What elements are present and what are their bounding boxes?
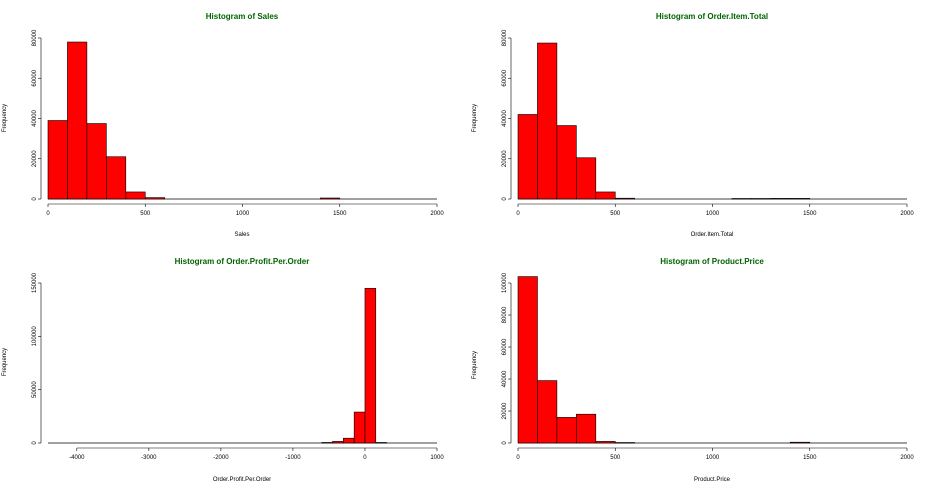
- y-tick-label: 100000: [32, 326, 38, 347]
- histogram-bar: [556, 125, 577, 200]
- x-tick-label: -1000: [285, 455, 301, 461]
- histogram-bar: [556, 417, 577, 444]
- histogram-bar: [576, 157, 597, 200]
- y-axis-label: Frequency: [472, 104, 478, 132]
- histogram-bar: [319, 197, 341, 200]
- histogram-bar: [47, 120, 68, 200]
- y-axis-label: Frequency: [472, 351, 478, 379]
- histogram-bar: [731, 198, 752, 200]
- x-axis-label: Sales: [234, 232, 249, 238]
- chart-title: Histogram of Sales: [206, 12, 279, 21]
- chart-title: Histogram of Order.Profit.Per.Order: [175, 257, 310, 266]
- y-tick-label: 100000: [502, 272, 508, 293]
- y-tick-label: 50000: [32, 381, 38, 398]
- x-tick-label: 0: [363, 455, 367, 461]
- chart-title: Histogram of Order.Item.Total: [656, 12, 768, 21]
- x-axis-label: Order.Profit.Per.Order: [213, 477, 271, 483]
- x-axis-label: Product.Price: [694, 477, 731, 483]
- x-tick-label: 0: [516, 211, 520, 217]
- x-tick-label: 1000: [430, 455, 444, 461]
- histogram-bar: [332, 441, 344, 444]
- x-tick-label: 1000: [706, 455, 720, 461]
- x-tick-label: 500: [610, 455, 621, 461]
- x-tick-label: 1500: [803, 455, 817, 461]
- x-axis-label: Order.Item.Total: [691, 232, 734, 238]
- x-tick-label: 1000: [706, 211, 720, 217]
- histogram-bar: [375, 442, 387, 444]
- x-tick-label: 500: [140, 211, 151, 217]
- x-tick-label: 1500: [333, 211, 347, 217]
- histogram-bar: [343, 437, 355, 444]
- y-tick-label: 60000: [502, 69, 508, 86]
- histogram-bar: [614, 197, 636, 200]
- y-tick-label: 80000: [502, 306, 508, 323]
- histogram-bar: [106, 156, 127, 200]
- x-tick-label: 0: [46, 211, 50, 217]
- histogram-bar: [144, 197, 166, 200]
- histogram-bar: [364, 288, 377, 444]
- y-tick-label: 20000: [502, 150, 508, 167]
- y-tick-label: 80000: [502, 29, 508, 46]
- y-axis-label: Frequency: [2, 104, 8, 132]
- histogram-bar: [67, 41, 88, 200]
- chart-title: Histogram of Product.Price: [660, 257, 764, 266]
- histogram-bar: [86, 123, 107, 200]
- x-tick-label: -4000: [69, 455, 85, 461]
- histogram-bar: [537, 42, 558, 200]
- x-tick-label: 2000: [430, 211, 444, 217]
- x-tick-label: -3000: [141, 455, 157, 461]
- histogram-bar: [614, 442, 636, 444]
- x-tick-label: -2000: [213, 455, 229, 461]
- y-tick-label: 0: [32, 197, 38, 201]
- histogram-bar: [595, 191, 616, 200]
- y-tick-label: 0: [502, 441, 508, 445]
- x-tick-label: 2000: [900, 455, 914, 461]
- y-tick-label: 60000: [502, 338, 508, 355]
- y-tick-label: 0: [32, 441, 38, 445]
- y-tick-label: 40000: [502, 370, 508, 387]
- histogram-bar: [321, 442, 333, 444]
- histogram-bar: [125, 191, 146, 200]
- y-tick-label: 20000: [502, 402, 508, 419]
- y-tick-label: 60000: [32, 69, 38, 86]
- histogram-bar: [789, 198, 811, 200]
- y-tick-label: 150000: [32, 272, 38, 293]
- panel-order-item-total: Histogram of Order.Item.Total Order.Item…: [472, 12, 914, 238]
- y-tick-label: 40000: [32, 109, 38, 126]
- x-tick-label: 2000: [900, 211, 914, 217]
- y-axis-label: Frequency: [2, 348, 8, 376]
- histogram-bar: [353, 411, 366, 444]
- plot-area: -4000 -3000 -2000 -1000 0 1000 0 50000 100000 150…: [32, 272, 444, 461]
- histogram-bar: [751, 198, 772, 200]
- y-tick-label: 40000: [502, 109, 508, 126]
- x-tick-label: 1000: [236, 211, 250, 217]
- panel-order-profit-per-order: Histogram of Order.Profit.Per.Order Orde…: [2, 257, 444, 483]
- x-tick-label: 500: [610, 211, 621, 217]
- x-tick-label: 0: [516, 455, 520, 461]
- x-tick-label: 1500: [803, 211, 817, 217]
- y-tick-label: 20000: [32, 150, 38, 167]
- histogram-bar: [770, 198, 791, 200]
- histogram-bar: [517, 114, 538, 200]
- histogram-bar: [576, 413, 597, 444]
- histogram-bar: [537, 380, 558, 444]
- histogram-bar: [595, 441, 616, 444]
- y-tick-label: 0: [502, 197, 508, 201]
- panel-product-price: Histogram of Product.Price Product.Price…: [472, 257, 914, 483]
- histogram-bar: [517, 276, 538, 444]
- plot-area: 0 500 1000 1500 2000020000400006000080000100…: [502, 272, 914, 461]
- histogram-bar: [789, 441, 811, 444]
- panel-sales: Histogram of Sales Sales Frequency 0 500 1…: [2, 12, 444, 238]
- y-tick-label: 80000: [32, 29, 38, 46]
